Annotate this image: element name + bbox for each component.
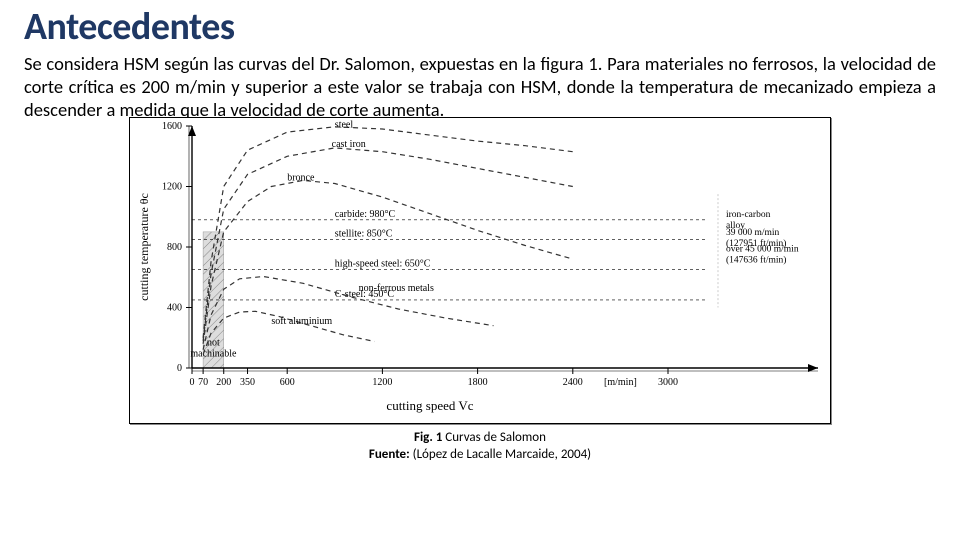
chart-container: notmachinable carbide: 980°C stellite: 850…: [0, 117, 960, 424]
svg-text:cutting speed Vc: cutting speed Vc: [386, 398, 473, 413]
svg-text:600: 600: [280, 377, 295, 388]
svg-text:400: 400: [167, 303, 182, 314]
svg-text:1800: 1800: [468, 377, 488, 388]
svg-text:39 000 m/min: 39 000 m/min: [726, 228, 780, 238]
svg-text:800: 800: [167, 242, 182, 253]
svg-text:70: 70: [198, 377, 208, 388]
svg-text:cutting temperature θc: cutting temperature θc: [137, 194, 151, 302]
salomon-chart: notmachinable carbide: 980°C stellite: 850…: [130, 118, 830, 418]
svg-text:[m/min]: [m/min]: [604, 377, 637, 388]
svg-text:high-speed steel: 650°C: high-speed steel: 650°C: [335, 259, 431, 270]
caption-source-text: (López de Lacalle Marcaide, 2004): [410, 447, 591, 462]
svg-text:0: 0: [177, 363, 182, 374]
caption-fig-text: Curvas de Salomon: [442, 430, 546, 445]
svg-text:bronce: bronce: [287, 173, 315, 184]
svg-text:machinable: machinable: [190, 349, 237, 360]
intro-paragraph: Se considera HSM según las curvas del Dr…: [0, 50, 960, 121]
svg-text:350: 350: [240, 377, 255, 388]
svg-text:200: 200: [216, 377, 231, 388]
svg-text:non-ferrous metals: non-ferrous metals: [359, 283, 434, 294]
svg-text:1200: 1200: [372, 377, 392, 388]
figure-caption: Fig. 1 Curvas de Salomon Fuente: (López …: [0, 430, 960, 463]
svg-text:carbide: 980°C: carbide: 980°C: [335, 209, 396, 220]
svg-text:soft aluminium: soft aluminium: [271, 317, 332, 328]
svg-text:1200: 1200: [162, 182, 182, 193]
svg-text:(147636 ft/min): (147636 ft/min): [726, 255, 786, 266]
svg-text:3000: 3000: [658, 377, 678, 388]
svg-text:iron-carbon: iron-carbon: [726, 210, 771, 220]
caption-source-label: Fuente:: [369, 447, 410, 462]
caption-fig-label: Fig. 1: [414, 430, 442, 445]
svg-text:steel: steel: [335, 120, 354, 131]
page-title: Antecedentes: [0, 0, 960, 50]
salomon-chart-frame: notmachinable carbide: 980°C stellite: 850…: [129, 117, 831, 424]
svg-text:not: not: [207, 338, 220, 349]
svg-text:stellite: 850°C: stellite: 850°C: [335, 229, 393, 240]
svg-text:1600: 1600: [162, 121, 182, 132]
svg-text:0: 0: [190, 377, 195, 388]
svg-text:2400: 2400: [563, 377, 583, 388]
svg-text:cast iron: cast iron: [332, 140, 366, 151]
svg-text:over 45 000 m/min: over 45 000 m/min: [726, 245, 799, 255]
